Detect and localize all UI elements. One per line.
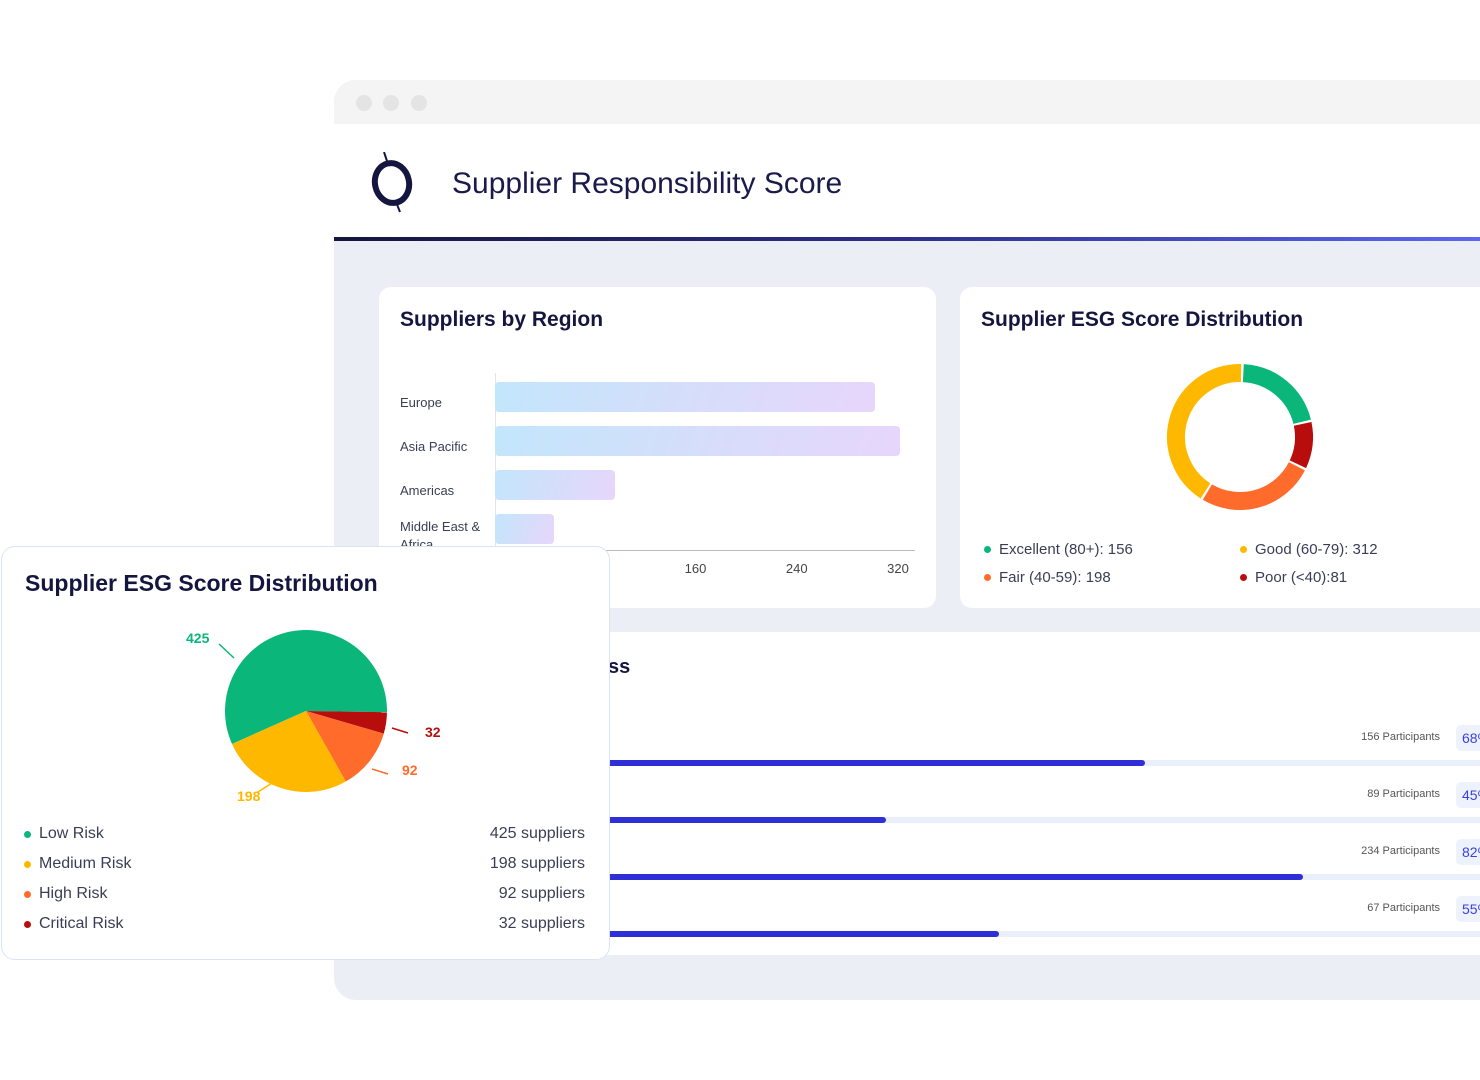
donut-segment[interactable] — [1242, 364, 1311, 425]
pie-leader-line — [371, 768, 389, 775]
participants-label: 89 Participants — [1367, 788, 1440, 800]
participants-label: 234 Participants — [1361, 845, 1440, 857]
percent-badge: 68% — [1456, 725, 1480, 751]
region-bar — [495, 382, 875, 412]
legend-label: High Risk — [39, 885, 108, 902]
x-axis — [495, 550, 915, 551]
donut-segment[interactable] — [1167, 364, 1242, 499]
risk-pie-chart: 425 32 92 198 — [186, 630, 441, 804]
legend-label: Critical Risk — [39, 915, 124, 932]
donut-segment[interactable] — [1202, 461, 1305, 510]
window-minimize-button[interactable] — [383, 95, 399, 111]
legend-label: Medium Risk — [39, 855, 132, 872]
app-header: Supplier Responsibility Score — [334, 124, 1480, 238]
pie-leader-line — [391, 727, 409, 734]
progress-fill — [380, 760, 1145, 766]
legend-label: Fair (40-59): 198 — [999, 569, 1111, 586]
pie-slice[interactable] — [224, 630, 387, 744]
legend-item: Good (60-79): 312 — [1240, 541, 1378, 558]
pie-slice[interactable] — [306, 711, 387, 734]
legend-dot-icon — [24, 920, 31, 928]
legend-dot-icon — [984, 546, 991, 553]
legend-dot-icon — [1240, 546, 1247, 553]
progress-track — [380, 760, 1480, 766]
region-bar — [495, 470, 616, 500]
legend-label: Poor (<40):81 — [1255, 569, 1348, 586]
legend-label: Low Risk — [39, 825, 104, 842]
supplier-count: 198 suppliers — [489, 855, 585, 872]
window-titlebar — [334, 80, 1480, 124]
pie-data-label: 32 — [425, 724, 441, 740]
region-label: Americas — [400, 483, 455, 498]
progress-track — [380, 817, 1480, 823]
x-tick-label: 160 — [684, 561, 707, 576]
participants-label: 67 Participants — [1367, 902, 1440, 914]
card-title: ss — [608, 656, 631, 678]
header-divider — [334, 237, 1480, 241]
risk-legend-item: High Risk — [24, 885, 107, 903]
region-label: Asia Pacific — [400, 439, 468, 454]
legend-dot-icon — [1240, 574, 1247, 581]
window-maximize-button[interactable] — [411, 95, 427, 111]
region-bar — [495, 426, 900, 456]
x-tick-label: 320 — [887, 561, 909, 576]
percent-badge: 45% — [1456, 782, 1480, 808]
pie-data-label: 198 — [237, 788, 261, 804]
pie-data-label: 92 — [402, 762, 418, 778]
card-title: Suppliers by Region — [400, 308, 604, 331]
pie-slice[interactable] — [232, 711, 346, 792]
risk-legend-item: Low Risk — [24, 825, 104, 843]
legend-label: Excellent (80+): 156 — [999, 541, 1133, 558]
legend-item: Fair (40-59): 198 — [984, 569, 1111, 586]
esg-distribution-card: Supplier ESG Score Distribution Excellen… — [960, 287, 1480, 608]
region-label: Europe — [400, 395, 442, 410]
participants-label: 156 Participants — [1361, 731, 1440, 743]
risk-distribution-card: Supplier ESG Score Distribution 425 32 92 1… — [1, 546, 610, 960]
progress-fill — [380, 874, 1303, 880]
legend-label: Good (60-79): 312 — [1255, 541, 1378, 558]
supplier-count: 92 suppliers — [498, 885, 585, 902]
legend-dot-icon — [24, 890, 31, 898]
risk-legend-item: Critical Risk — [24, 915, 123, 933]
progress-fill — [380, 817, 887, 823]
pie-slice[interactable] — [306, 711, 384, 782]
progress-fill — [380, 931, 999, 937]
supplier-count: 32 suppliers — [498, 915, 585, 932]
supplier-count: 425 suppliers — [489, 825, 585, 842]
pie-data-label: 425 — [186, 630, 210, 646]
percent-badge: 82% — [1456, 839, 1480, 865]
donut-segment[interactable] — [1289, 422, 1313, 469]
window-close-button[interactable] — [356, 95, 372, 111]
pie-leader-line — [218, 643, 235, 659]
legend-dot-icon — [24, 830, 31, 838]
pie-leader-line — [257, 782, 273, 793]
legend-dot-icon — [984, 574, 991, 581]
theta-logo-icon — [371, 152, 413, 213]
progress-track — [380, 931, 1480, 937]
esg-donut-chart — [1167, 364, 1313, 510]
x-tick-label: 240 — [785, 561, 808, 576]
region-bar — [495, 514, 555, 544]
card-title: Supplier ESG Score Distribution — [25, 570, 378, 596]
legend-item: Poor (<40):81 — [1240, 569, 1347, 586]
app-title: Supplier Responsibility Score — [452, 167, 843, 200]
progress-track — [380, 874, 1480, 880]
legend-dot-icon — [24, 860, 31, 868]
y-axis — [495, 373, 496, 553]
legend-item: Excellent (80+): 156 — [984, 541, 1133, 558]
card-title: Supplier ESG Score Distribution — [981, 308, 1304, 331]
percent-badge: 55% — [1456, 896, 1480, 922]
risk-legend-item: Medium Risk — [24, 855, 131, 873]
